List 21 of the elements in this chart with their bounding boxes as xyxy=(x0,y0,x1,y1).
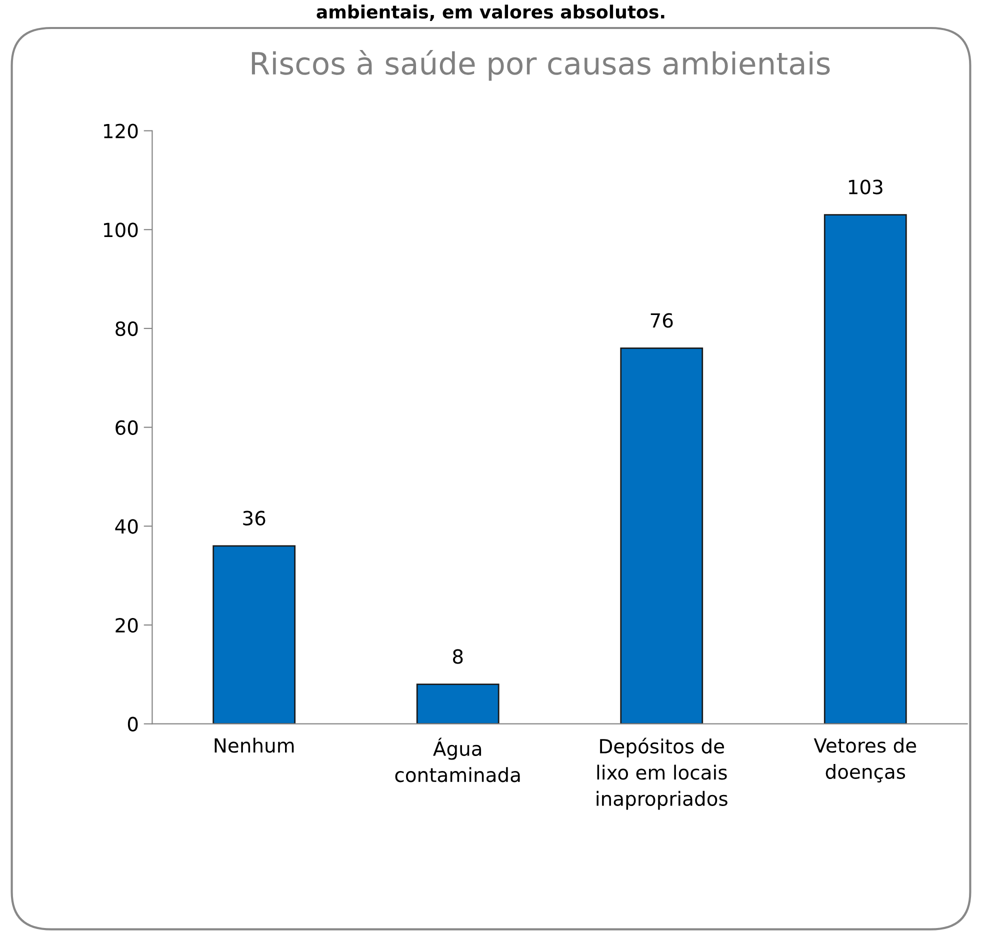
x-tick-label: Água contaminada xyxy=(395,738,520,782)
bar xyxy=(824,214,907,724)
y-tick-label: 0 xyxy=(128,716,138,732)
x-tick-label: Vetores de doenças xyxy=(814,738,916,782)
y-tick-label: 80 xyxy=(116,321,138,336)
data-label: 103 xyxy=(848,180,882,194)
y-tick-label: 100 xyxy=(104,222,138,238)
chart-title: Riscos à saúde por causas ambientais xyxy=(252,50,830,81)
y-tick-label: 60 xyxy=(116,420,138,435)
bar xyxy=(212,545,296,724)
bar xyxy=(416,684,500,724)
data-label: 8 xyxy=(452,649,463,664)
y-tick-label: 20 xyxy=(116,618,138,633)
bar xyxy=(620,348,704,724)
y-tick-label: 40 xyxy=(115,519,138,534)
x-tick-label: Nenhum xyxy=(214,738,294,753)
x-tick-label: Depósitos de lixo em locais inapropriados xyxy=(596,738,728,810)
data-label: 36 xyxy=(243,510,266,526)
y-tick-label: 120 xyxy=(104,124,138,138)
text: ambientais, em valores absolutos. xyxy=(316,4,664,21)
data-label: 76 xyxy=(650,313,673,328)
